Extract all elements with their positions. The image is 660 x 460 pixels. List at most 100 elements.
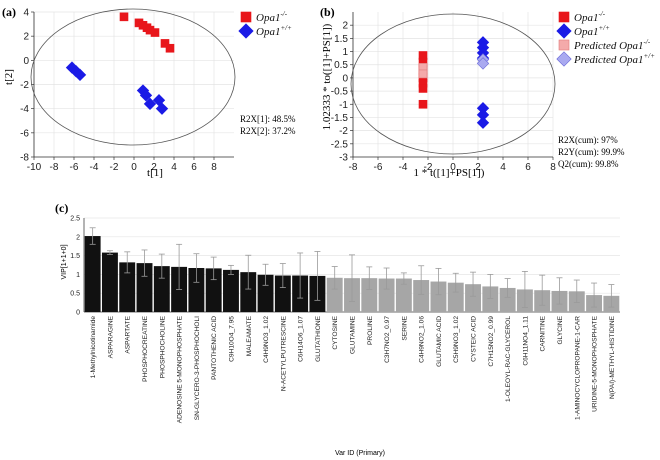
- confidence-ellipse: [30, 8, 236, 146]
- y-tick-label: 1: [342, 47, 348, 58]
- panel-b-label: (b): [320, 5, 335, 19]
- panel-a-xlabel: t[1]: [147, 167, 163, 179]
- bar: [101, 252, 118, 312]
- x-tick-label: N-ACETYLPUTRESCINE: [280, 315, 287, 391]
- x-tick-label: -8: [50, 162, 59, 173]
- bar: [136, 263, 153, 312]
- x-tick-label: PANTOTHENIC ACID: [211, 316, 218, 380]
- x-tick-label: GLUTAMIC ACID: [436, 316, 443, 367]
- x-tick-label: MALEAMATE: [246, 315, 253, 356]
- x-tick-label: 8: [550, 162, 556, 173]
- y-tick-label: -1.5: [331, 113, 349, 124]
- legend-superscript: -/-: [280, 10, 287, 18]
- panel-a-label: (a): [2, 5, 16, 19]
- confidence-ellipse: [350, 13, 556, 155]
- panel-b-annotation-2: R2Y(cum): 99.9%: [558, 147, 625, 157]
- x-tick-label: C4H9NO2_1.06: [419, 316, 426, 363]
- legend-entry: Opa1-/-: [256, 10, 288, 24]
- x-tick-label: 4: [500, 162, 506, 173]
- x-tick-label: 2: [475, 162, 481, 173]
- panel-b-legend: Opa1-/-Opa1+/+Predicted Opa1-/-Predicted…: [556, 10, 655, 67]
- legend-superscript: +/+: [280, 24, 292, 32]
- data-point: [119, 12, 129, 22]
- legend-superscript: -/-: [644, 38, 651, 46]
- legend-marker: [558, 11, 570, 23]
- x-tick-label: C9H10O4_7.95: [228, 316, 235, 362]
- x-tick-label: CYTOSINE: [332, 315, 339, 349]
- legend-marker: [240, 11, 252, 23]
- legend-superscript: -/-: [598, 10, 605, 18]
- y-tick-label: 4: [23, 8, 29, 19]
- legend-marker: [558, 39, 570, 51]
- panel-b-annotation-1: R2X(cum): 97%: [558, 135, 618, 145]
- x-tick-label: N(PAI)-METHYL-HISTIDINE: [609, 315, 616, 399]
- y-tick-label: -6: [20, 128, 29, 139]
- y-tick-label: 0.5: [70, 291, 80, 298]
- data-point: [155, 102, 169, 115]
- x-tick-label: C6H14O6_1.07: [298, 316, 305, 362]
- legend-entry: Predicted Opa1+/+: [573, 52, 655, 66]
- bar: [499, 287, 516, 312]
- y-tick-label: 1: [76, 272, 80, 279]
- x-tick-label: 4: [171, 162, 177, 173]
- x-tick-label: C4H9NO3_1.02: [263, 316, 270, 363]
- bar: [240, 272, 257, 312]
- legend-name: Predicted Opa1: [573, 40, 644, 52]
- bar: [119, 262, 136, 312]
- bar: [361, 278, 378, 312]
- panel-c-plot: 0 0.5 1 1.5 2 2.5 1-Methylnicotinamide ASPARAGI…: [70, 216, 620, 423]
- data-point: [150, 28, 160, 37]
- bar: [257, 274, 274, 312]
- data-point: [143, 97, 157, 111]
- legend-entry: Predicted Opa1-/-: [573, 38, 651, 52]
- panel-c-ylabel: VIP[1+1+0]: [61, 244, 68, 279]
- panel-b-annotation-3: Q2(cum): 99.8%: [558, 159, 619, 169]
- panel-a-annotation-2: R2X[2]: 37.2%: [240, 126, 296, 136]
- bar: [465, 284, 481, 312]
- y-tick-label: -2: [339, 126, 348, 137]
- x-tick-label: -10: [27, 162, 42, 173]
- x-tick-label: 8: [211, 162, 217, 173]
- y-tick-label: 1.5: [70, 253, 80, 260]
- x-tick-label: -2: [424, 162, 433, 173]
- panel-b-ylabel: 1.02333 * to([1]+PS[1]): [321, 23, 333, 130]
- panel-b-xlabel: 1 * t([1]+PS[1]): [414, 167, 485, 179]
- x-tick-label: PROLINE: [367, 315, 374, 345]
- bar: [188, 268, 205, 312]
- x-tick-label: 0: [450, 162, 456, 173]
- y-tick-label: 0: [76, 310, 80, 317]
- x-tick-label: CARNITINE: [540, 315, 547, 351]
- legend-name: Predicted Opa1: [573, 54, 644, 66]
- x-tick-label: 6: [525, 162, 531, 173]
- x-tick-label: 1-OLEOYL-RAC-GLYCEROL: [505, 316, 512, 402]
- x-tick-label: 1-Methylnicotinamide: [90, 316, 97, 379]
- y-tick-label: -3: [339, 153, 348, 164]
- x-tick-label: GLYCINE: [557, 315, 564, 344]
- bar: [395, 278, 412, 312]
- y-tick-label: 2: [76, 234, 80, 241]
- y-tick-label: 2: [342, 21, 348, 32]
- legend-name: Opa1: [256, 12, 280, 24]
- legend-marker: [238, 23, 254, 39]
- legend-name: Opa1: [574, 26, 598, 38]
- x-tick-label: GLUTAMINE: [350, 315, 357, 354]
- data-point: [476, 116, 490, 129]
- y-tick-label: 0: [342, 73, 348, 84]
- x-tick-label: GLUTATHIONE: [315, 315, 322, 362]
- y-tick-label: 2.5: [70, 216, 80, 223]
- legend-entry: Opa1-/-: [574, 10, 606, 24]
- x-tick-label: -6: [70, 162, 79, 173]
- x-tick-label: 2: [151, 162, 157, 173]
- y-tick-label: -2.5: [331, 139, 349, 150]
- x-tick-label: C6H11NO4_1.11: [522, 316, 529, 366]
- legend-entry: Opa1+/+: [256, 24, 292, 38]
- data-point: [165, 43, 175, 53]
- panel-a-annotation-1: R2X[1]: 48.5%: [240, 114, 296, 124]
- x-tick-label: -6: [374, 162, 383, 173]
- y-tick-label: -1: [339, 100, 348, 111]
- y-tick-label: -4: [20, 104, 29, 115]
- bar: [205, 268, 222, 312]
- bar: [84, 236, 101, 312]
